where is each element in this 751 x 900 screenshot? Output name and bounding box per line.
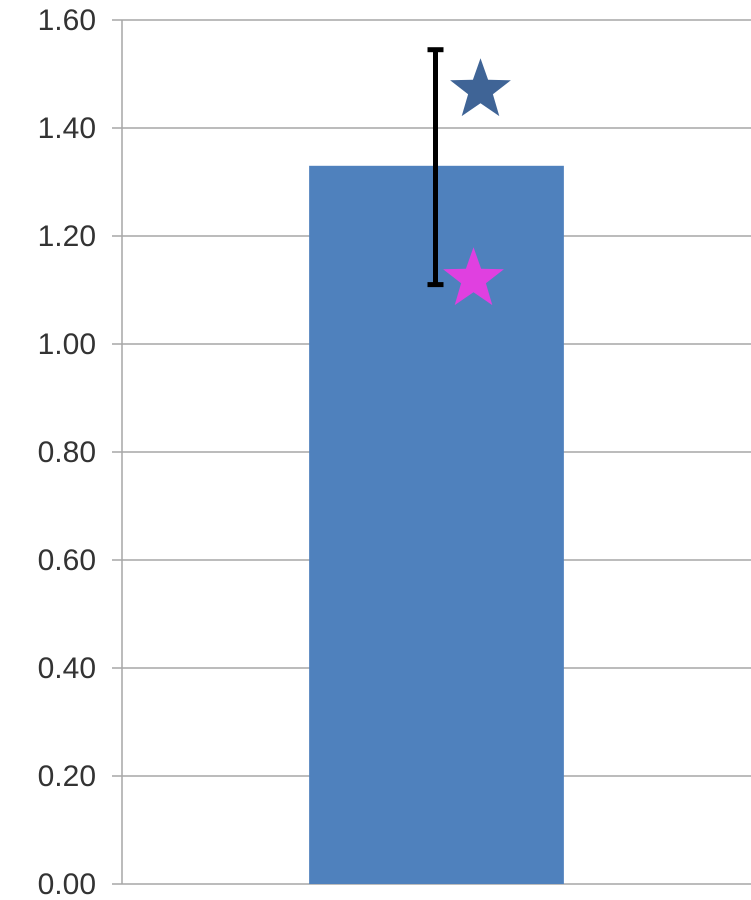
star-marker [443, 247, 504, 306]
y-axis: 0.00 0.20 0.40 0.60 0.80 1.00 1.20 1.40 1.60 [38, 4, 123, 900]
y-tick-label: 0.00 [38, 868, 96, 900]
y-tick-label: 1.60 [38, 4, 96, 37]
y-tick-label: 0.40 [38, 652, 96, 685]
y-tick-label: 1.00 [38, 328, 96, 361]
error-bar [427, 47, 444, 288]
y-tick-label: 0.80 [38, 436, 96, 469]
y-tick-label: 1.40 [38, 112, 96, 145]
markers [443, 58, 511, 306]
star-marker [450, 58, 511, 117]
y-tick-label: 1.20 [38, 220, 96, 253]
y-tick-label: 0.60 [38, 544, 96, 577]
y-tick-label: 0.20 [38, 760, 96, 793]
error-bars [427, 47, 444, 288]
